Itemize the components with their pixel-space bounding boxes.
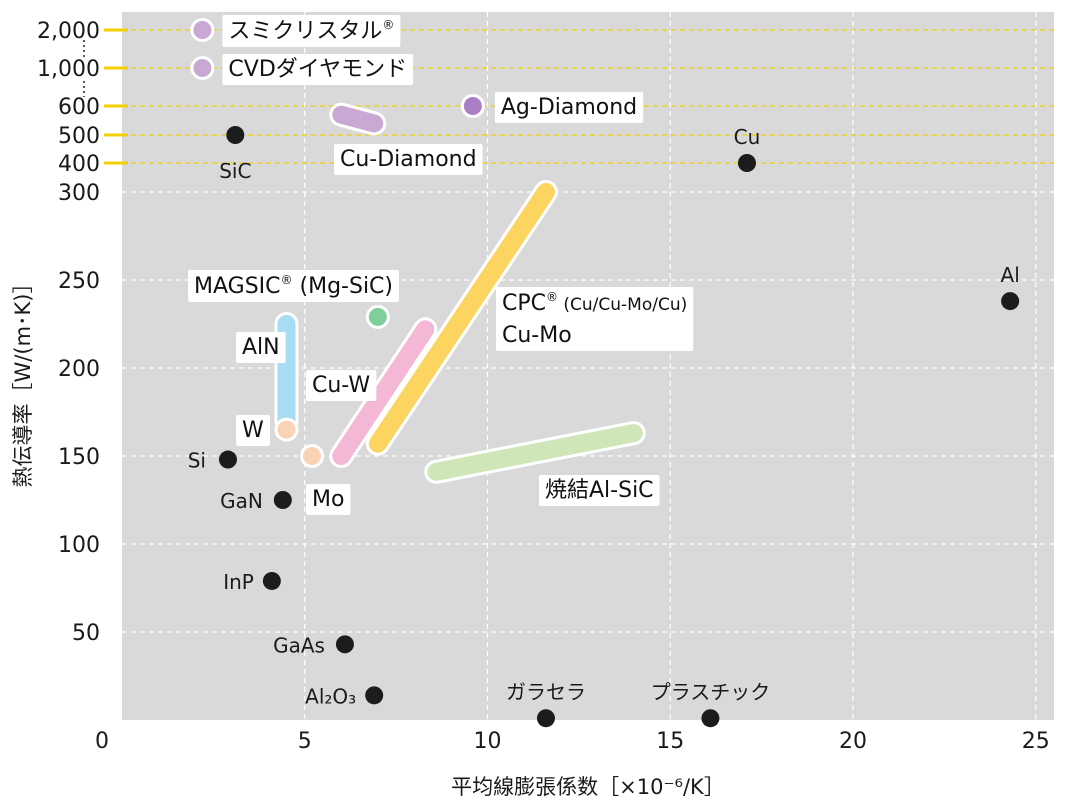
data-point [737, 154, 756, 172]
label-box [188, 270, 399, 302]
x-tick-label: 5 [298, 729, 312, 754]
material-label: Cu-Diamond [334, 144, 483, 175]
y-tick-label: 300 [58, 181, 100, 206]
data-points [218, 126, 1020, 728]
data-point [536, 709, 555, 728]
label-text: W [242, 418, 264, 443]
range-bar [332, 105, 384, 133]
label-text: 焼結Al-SiC [545, 478, 654, 503]
range-bar [427, 424, 643, 481]
data-point [365, 686, 384, 705]
x-tick-label: 0 [95, 729, 109, 754]
y-tick-label: 100 [58, 533, 100, 558]
range-bar [332, 320, 435, 465]
data-label: Al₂O₃ [305, 684, 356, 708]
data-point [262, 571, 281, 590]
data-label: ガラセラ [506, 680, 586, 704]
data-point [273, 491, 292, 509]
data-label: SiC [219, 159, 251, 183]
material-label: W [236, 415, 270, 446]
data-point [218, 450, 237, 469]
label-text: CPC® (Cu/Cu-Mo/Cu) [502, 290, 687, 316]
label-box [222, 54, 414, 85]
y-tick-label: 500 [58, 124, 100, 149]
label-text: Cu-Mo [502, 323, 572, 348]
y-tick-label: 200 [58, 357, 100, 382]
label-box [539, 475, 660, 506]
data-label: Si [188, 449, 206, 473]
range-bar [368, 183, 555, 453]
data-label: Cu [734, 125, 761, 149]
label-box [494, 92, 644, 123]
label-text: スミクリスタル® [228, 18, 394, 44]
data-label: プラスチック [651, 680, 771, 704]
material-marker [193, 21, 212, 39]
y-tick-label: 600 [58, 95, 100, 120]
data-labels: スミクリスタル® CVDダイヤモンド Ag-Diamond Cu-Diamond MAG… [188, 15, 1020, 708]
material-marker [277, 420, 296, 439]
y-tick-label: 50 [72, 621, 100, 646]
data-label: Al [1001, 263, 1020, 287]
y-axis-title: 熱伝導率［W/(m･K)］ [11, 273, 35, 488]
y-tick-label: 400 [58, 152, 100, 177]
material-marker [368, 307, 387, 326]
label-box [222, 15, 401, 47]
label-text: Ag-Diamond [501, 95, 637, 120]
label-text: Cu-Diamond [340, 147, 477, 172]
material-label: Cu-W [306, 370, 377, 401]
label-box [334, 144, 483, 175]
x-tick-label: 15 [656, 729, 684, 754]
data-point [701, 709, 720, 728]
data-label: GaN [220, 489, 263, 513]
material-label: AlN [236, 332, 286, 363]
label-text: AlN [242, 335, 280, 360]
y-tick-label: 1,000 [37, 57, 100, 82]
y-tick-label: 2,000 [37, 19, 100, 44]
y-tick-label: 150 [58, 445, 100, 470]
x-axis-title: 平均線膨張係数［×10⁻⁶/K］ [451, 775, 725, 799]
material-label: CPC® (Cu/Cu-Mo/Cu) Cu-Mo [496, 287, 694, 351]
material-marker [303, 447, 322, 465]
material-label: 焼結Al-SiC [539, 475, 660, 506]
label-box [306, 370, 377, 401]
material-label: CVDダイヤモンド [222, 54, 414, 85]
label-box [236, 415, 270, 446]
tick-labels: 50 100 150 200 250 300 400 500 600 1,000 2,000 0 5 10… [37, 19, 1050, 754]
material-marker [193, 59, 212, 77]
label-box [236, 332, 286, 363]
label-text: MAGSIC® (Mg-SiC) [194, 273, 393, 299]
label-box [306, 484, 351, 515]
label-text: Cu-W [312, 373, 370, 398]
x-tick-label: 25 [1022, 729, 1050, 754]
y-tick-label: 250 [58, 269, 100, 294]
data-point [226, 126, 245, 144]
material-label: MAGSIC® (Mg-SiC) [188, 270, 399, 302]
label-box [496, 287, 694, 351]
material-ranges [190, 18, 646, 484]
data-label: InP [223, 570, 254, 594]
data-label: GaAs [273, 633, 325, 657]
label-text: CVDダイヤモンド [228, 57, 407, 82]
material-label: Mo [306, 484, 351, 515]
material-label: スミクリスタル® [222, 15, 401, 47]
x-tick-label: 20 [839, 729, 867, 754]
label-text: Mo [312, 487, 344, 512]
material-marker [463, 97, 482, 115]
data-point [1001, 292, 1020, 311]
x-tick-label: 10 [473, 729, 501, 754]
data-point [335, 635, 354, 654]
material-label: Ag-Diamond [494, 92, 644, 123]
